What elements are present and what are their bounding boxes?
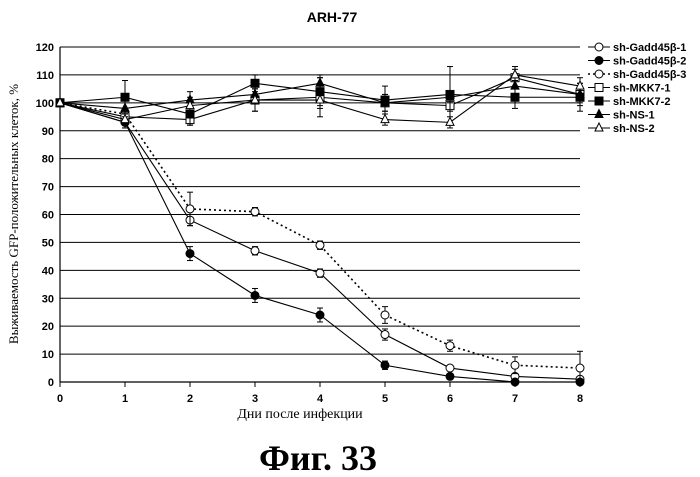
y-tick-label: 110 — [36, 70, 54, 82]
legend-marker — [595, 110, 603, 118]
x-tick-label: 8 — [577, 393, 583, 405]
legend-label: sh-Gadd45β-2 — [613, 56, 686, 68]
data-point — [186, 205, 194, 213]
chart-figure: 0 10 20 30 40 50 60 70 80 90 100 110 120 0 1 2 3 4 5 6 7 8 s… — [0, 0, 700, 477]
y-axis-label: Выживаемость GFP-положительных клеток, % — [6, 84, 21, 344]
data-point — [446, 372, 454, 380]
legend-label: sh-Gadd45β-3 — [613, 69, 686, 81]
legend-item: sh-Gadd45β-3 — [588, 69, 686, 81]
x-tick-label: 5 — [382, 393, 388, 405]
data-point — [121, 103, 129, 111]
y-tick-label: 70 — [42, 182, 54, 194]
data-point — [251, 247, 259, 255]
x-tick-label: 7 — [512, 393, 518, 405]
figure-caption: Фиг. 33 — [259, 438, 377, 477]
legend-marker — [595, 43, 603, 51]
legend-item: sh-MKK7-1 — [588, 83, 670, 95]
legend-label: sh-MKK7-2 — [613, 96, 670, 108]
data-point — [446, 364, 454, 372]
legend-label: sh-NS-1 — [613, 110, 655, 122]
x-axis-label: Дни после инфекции — [237, 407, 363, 422]
legend-marker — [595, 57, 603, 65]
x-tick-label: 1 — [122, 393, 128, 405]
data-point — [381, 311, 389, 319]
legend-label: sh-NS-2 — [613, 123, 655, 135]
legend-item: sh-MKK7-2 — [588, 96, 670, 108]
legend-marker — [595, 70, 603, 78]
x-tick-label: 6 — [447, 393, 453, 405]
y-tick-label: 100 — [36, 98, 54, 110]
data-point — [381, 361, 389, 369]
y-tick-label: 30 — [42, 293, 54, 305]
data-point — [316, 241, 324, 249]
data-point — [251, 291, 259, 299]
data-point — [316, 311, 324, 319]
data-point — [381, 331, 389, 339]
y-tick-label: 0 — [48, 377, 54, 389]
data-point — [511, 81, 519, 89]
data-point — [251, 208, 259, 216]
data-series — [56, 67, 584, 386]
chart-title: ARH-77 — [307, 9, 358, 25]
data-point — [186, 250, 194, 258]
y-tick-labels: 0 10 20 30 40 50 60 70 80 90 100 110 120 — [36, 42, 54, 389]
legend-item: sh-Gadd45β-1 — [588, 42, 686, 54]
data-point — [511, 361, 519, 369]
y-tick-label: 10 — [42, 349, 54, 361]
legend-item: sh-NS-2 — [588, 123, 655, 135]
y-tick-label: 60 — [42, 210, 54, 222]
x-tick-labels: 0 1 2 3 4 5 6 7 8 — [57, 393, 583, 405]
y-tick-label: 20 — [42, 321, 54, 333]
data-point — [316, 78, 324, 86]
y-tick-label: 40 — [42, 265, 54, 277]
data-point — [511, 378, 519, 386]
legend-marker — [595, 84, 603, 92]
legend-marker — [595, 123, 603, 131]
data-point — [576, 364, 584, 372]
y-tick-label: 80 — [42, 154, 54, 166]
legend: sh-Gadd45β-1 sh-Gadd45β-2sh-Gadd45β-3 sh-M… — [588, 42, 686, 135]
legend-marker — [595, 97, 603, 105]
x-tick-label: 4 — [317, 393, 324, 405]
y-tick-label: 90 — [42, 126, 54, 138]
x-tick-label: 2 — [187, 393, 193, 405]
x-tick-label: 0 — [57, 393, 63, 405]
legend-item: sh-NS-1 — [588, 110, 655, 122]
data-point — [446, 342, 454, 350]
x-tick-label: 3 — [252, 393, 258, 405]
data-point — [446, 117, 454, 125]
data-point — [316, 269, 324, 277]
y-tick-label: 120 — [36, 42, 54, 54]
y-tick-label: 50 — [42, 237, 54, 249]
data-point — [251, 79, 259, 87]
legend-label: sh-MKK7-1 — [613, 83, 670, 95]
legend-item: sh-Gadd45β-2 — [588, 56, 686, 68]
legend-label: sh-Gadd45β-1 — [613, 42, 686, 54]
